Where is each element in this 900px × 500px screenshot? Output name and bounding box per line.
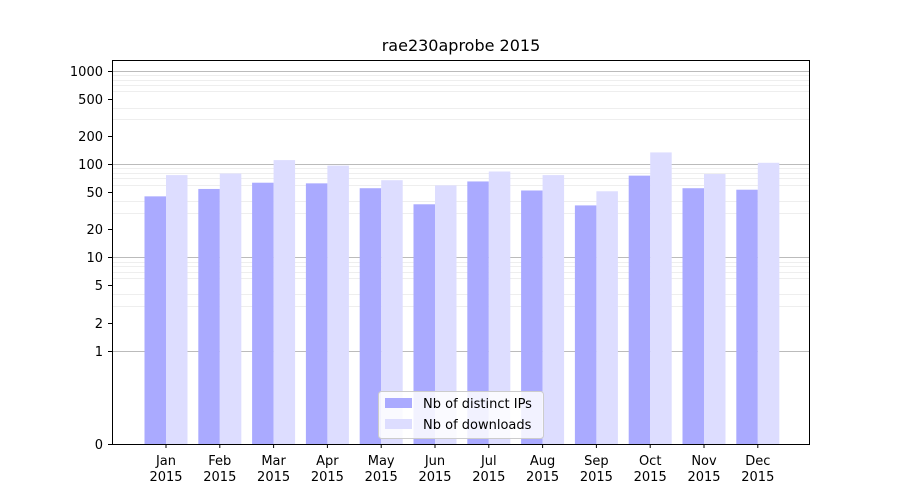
bar-downloads <box>488 171 511 445</box>
legend: Nb of distinct IPs Nb of downloads <box>378 391 544 439</box>
legend-label: Nb of distinct IPs <box>423 397 532 412</box>
x-tick-label: Jan 2015 <box>149 454 182 485</box>
y-tick-label: 2 <box>95 317 103 332</box>
bar-distinct-ips <box>144 196 166 444</box>
y-tick-label: 1 <box>95 345 103 360</box>
bar-distinct-ips <box>252 182 274 444</box>
legend-swatch <box>385 398 412 408</box>
bar-distinct-ips <box>198 188 220 444</box>
x-tick-label: Dec 2015 <box>741 454 774 485</box>
bar-distinct-ips <box>521 190 543 444</box>
bar-downloads <box>327 165 349 444</box>
bar-distinct-ips <box>574 205 597 444</box>
legend-swatch <box>385 419 412 429</box>
x-tick-label: Sep 2015 <box>580 454 613 485</box>
y-tick-label: 20 <box>86 223 103 238</box>
bar-distinct-ips <box>682 188 704 444</box>
x-axis: Jan 2015 Feb 2015 Mar 2015 Apr 2015 May 2015 Jun 20… <box>149 444 774 485</box>
x-tick-label: Apr 2015 <box>311 454 344 485</box>
bar-downloads <box>757 162 780 445</box>
y-axis: 0 1 2 5 10 20 50 100 200 500 1000 <box>70 65 112 453</box>
bar-distinct-ips <box>413 204 435 444</box>
bar-distinct-ips <box>305 183 328 444</box>
legend-label: Nb of downloads <box>423 418 532 433</box>
bar-downloads <box>435 185 457 444</box>
x-tick-label: Oct 2015 <box>634 454 667 485</box>
bar-distinct-ips <box>628 175 651 444</box>
y-tick-label: 5 <box>95 279 103 294</box>
legend-frame <box>378 391 544 439</box>
x-tick-label: Nov 2015 <box>687 454 720 485</box>
bar-distinct-ips <box>736 189 758 444</box>
bar-downloads <box>219 173 242 445</box>
bar-downloads <box>596 191 618 444</box>
bar-downloads <box>381 180 403 445</box>
x-tick-label: Feb 2015 <box>203 454 236 485</box>
bars <box>144 152 780 445</box>
y-tick-label: 1000 <box>70 65 103 80</box>
bar-downloads <box>704 174 726 444</box>
x-tick-label: Mar 2015 <box>257 454 290 485</box>
y-tick-label: 200 <box>78 130 103 145</box>
bar-distinct-ips <box>467 181 489 444</box>
bar-downloads <box>166 175 188 444</box>
y-tick-label: 500 <box>78 93 103 108</box>
bar-downloads <box>542 175 565 444</box>
y-tick-label: 10 <box>86 251 103 266</box>
x-tick-label: May 2015 <box>365 454 398 485</box>
x-tick-label: Aug 2015 <box>526 454 559 485</box>
x-tick-label: Jun 2015 <box>418 454 451 485</box>
plot-frame <box>112 60 810 445</box>
y-tick-label: 100 <box>78 158 103 173</box>
x-tick-label: Jul 2015 <box>472 454 505 485</box>
chart-title: rae230aprobe 2015 <box>382 36 541 55</box>
bar-distinct-ips <box>359 188 382 444</box>
bar-downloads <box>273 160 296 445</box>
y-tick-label: 0 <box>95 438 103 453</box>
bar-downloads <box>650 152 672 444</box>
y-tick-label: 50 <box>86 186 103 201</box>
